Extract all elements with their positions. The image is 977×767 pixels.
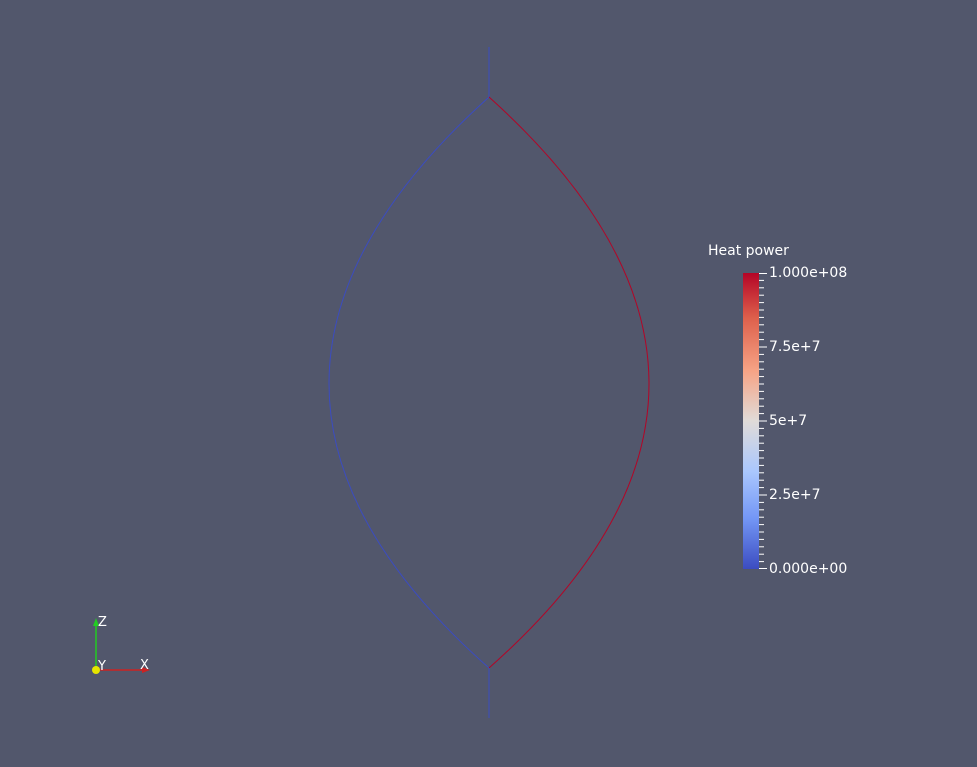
y-axis-dot-icon (92, 666, 100, 674)
colorbar-label-min: 0.000e+00 (769, 561, 848, 577)
left-arc-cold (328, 96, 490, 669)
colorbar-label-50: 5e+7 (769, 413, 808, 429)
colorbar-label-25: 2.5e+7 (769, 487, 821, 503)
right-arc-hot (488, 96, 650, 669)
colorbar-title: Heat power (708, 243, 789, 259)
y-axis-label: Y (98, 659, 106, 674)
orientation-axes-lines (92, 618, 150, 674)
colorbar-gradient (743, 273, 759, 569)
color-legend[interactable]: Heat power 1.000e+08 7.5e+7 5e+7 2.5e+7 … (700, 240, 860, 585)
colorbar-label-max: 1.000e+08 (769, 265, 848, 281)
x-axis-arrow-icon (142, 667, 150, 673)
z-axis-arrow-icon (93, 618, 99, 626)
orientation-axes: Z Y X (80, 612, 160, 682)
colorbar-label-75: 7.5e+7 (769, 339, 821, 355)
z-axis-label: Z (98, 615, 107, 630)
x-axis-label: X (140, 658, 149, 673)
colorbar-ticks (759, 273, 767, 569)
